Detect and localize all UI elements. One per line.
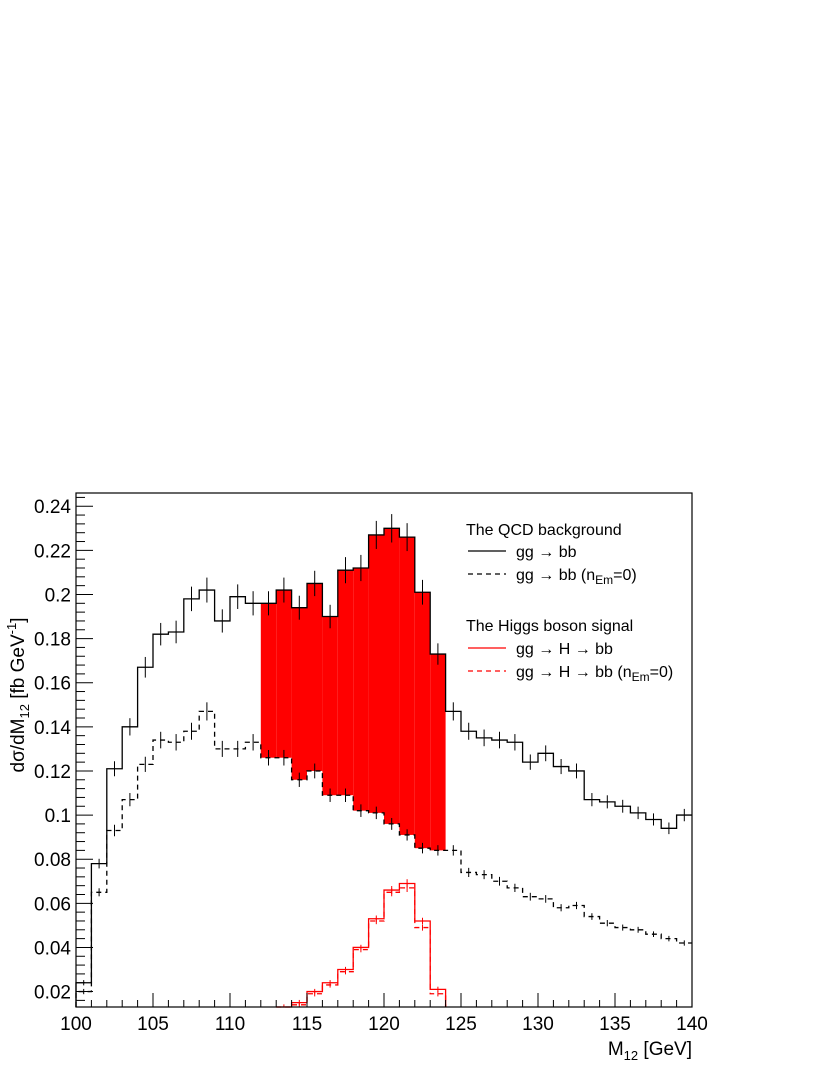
- series-0-line: [75, 527, 692, 1007]
- x-tick-label: 120: [368, 1014, 400, 1035]
- y-tick-label: 0.2: [45, 585, 71, 606]
- fill-bin: [337, 570, 354, 796]
- fill-bin: [276, 590, 292, 758]
- fill-bin: [322, 616, 338, 796]
- legend-label-qcd-dashed: gg → bb (nEm=0): [516, 567, 637, 587]
- fill-bin: [307, 583, 323, 771]
- legend-title-signal: The Higgs boson signal: [466, 618, 633, 635]
- x-axis: 100 105 110 115 120 125 130 135 140: [60, 993, 708, 1035]
- series-1-line: [75, 710, 692, 1007]
- y-tick-label: 0.24: [34, 497, 71, 518]
- x-tick-label: 105: [137, 1014, 169, 1035]
- error-bars: [83, 514, 685, 1007]
- y-tick-label: 0.18: [34, 630, 71, 651]
- legend-title-background: The QCD background: [466, 522, 622, 539]
- fill-bin: [260, 603, 277, 758]
- legend: The QCD background gg → bb gg → bb (nEm=…: [466, 522, 673, 684]
- legend-label-qcd-solid: gg → bb: [516, 544, 577, 561]
- x-tick-label: 135: [599, 1014, 631, 1035]
- x-tick-label: 115: [292, 1014, 322, 1035]
- fill-bin: [430, 654, 446, 851]
- legend-label-higgs-solid: gg → H → bb: [516, 641, 613, 658]
- fill-bin: [399, 537, 415, 835]
- fill-bin: [384, 528, 400, 824]
- y-tick-label: 0.16: [34, 674, 71, 695]
- x-axis-title: M12 [GeV]: [608, 1039, 692, 1063]
- x-tick-label: 130: [522, 1014, 554, 1035]
- y-tick-label: 0.1: [45, 806, 71, 827]
- fill-bin: [368, 534, 384, 813]
- x-tick-label: 110: [215, 1014, 245, 1035]
- legend-label-higgs-dashed: gg → H → bb (nEm=0): [516, 664, 673, 684]
- x-tick-label: 140: [676, 1014, 708, 1035]
- fill-bin: [353, 568, 369, 811]
- fill-bin: [414, 592, 431, 849]
- y-tick-label: 0.22: [34, 541, 71, 562]
- y-tick-label: 0.02: [34, 983, 71, 1004]
- signal-excess-fill: [260, 528, 446, 851]
- fill-bin: [291, 607, 307, 780]
- y-axis: 0.02 0.04 0.06 0.08 0.1 0.12 0.14 0.16 0.18 0.2 0.…: [34, 496, 93, 1004]
- y-tick-label: 0.04: [34, 938, 71, 959]
- x-tick-label: 125: [445, 1014, 477, 1035]
- y-tick-label: 0.12: [34, 762, 71, 783]
- y-tick-label: 0.08: [34, 850, 71, 871]
- x-tick-label: 100: [60, 1014, 92, 1035]
- y-tick-label: 0.14: [34, 718, 71, 739]
- y-tick-label: 0.06: [34, 894, 71, 915]
- y-axis-title: dσ/dM12 [fb GeV-1]: [4, 618, 32, 773]
